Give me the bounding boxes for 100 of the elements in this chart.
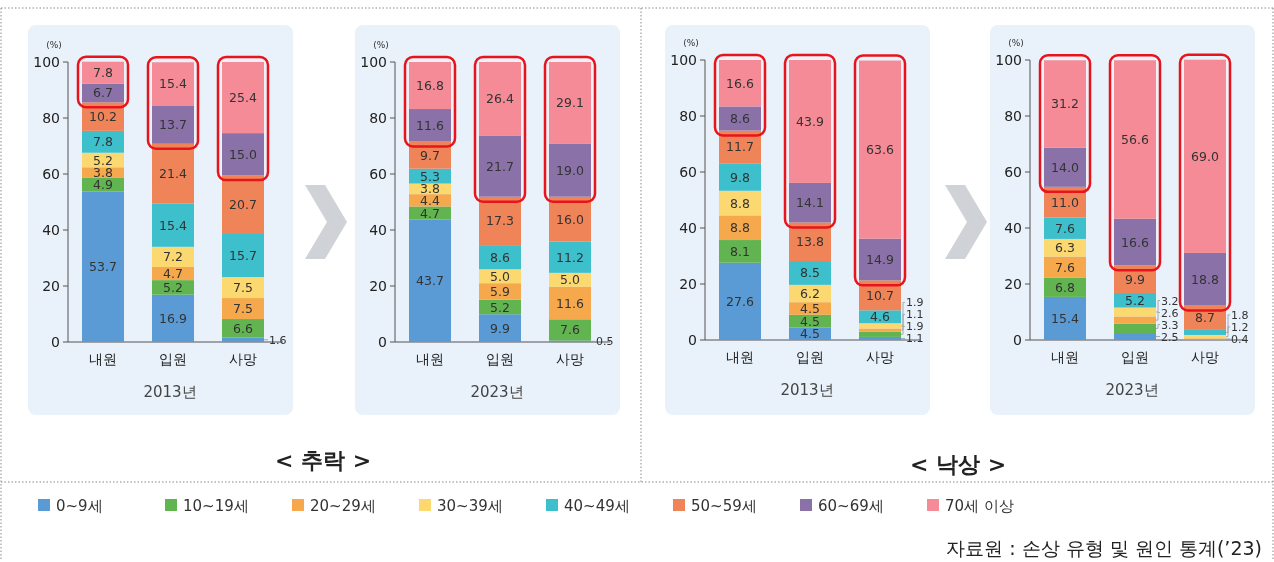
y-tick-label: 60 — [679, 164, 697, 180]
y-tick-label: 40 — [42, 222, 60, 238]
x-axis-title: 2023년 — [470, 383, 524, 401]
data-label: 8.7 — [1195, 310, 1215, 326]
x-tick-label: 사망 — [866, 349, 894, 365]
data-label: 26.4 — [486, 91, 514, 107]
data-label: 31.2 — [1051, 96, 1079, 112]
data-label: 14.1 — [796, 195, 824, 211]
text: < 추락 > — [274, 448, 372, 473]
data-label: 21.7 — [486, 158, 514, 174]
data-label: 6.6 — [233, 320, 253, 336]
data-label: 4.5 — [800, 326, 820, 342]
data-label: 5.3 — [420, 168, 440, 184]
data-label: 1.1 — [906, 332, 924, 346]
data-label: 7.6 — [1055, 220, 1075, 236]
data-label: 2.6 — [1161, 306, 1179, 320]
data-label: 0.5 — [596, 335, 614, 349]
x-tick-label: 사망 — [1191, 349, 1219, 365]
data-label: 1.8 — [1231, 308, 1249, 322]
data-label: 6.7 — [93, 85, 113, 101]
y-tick-label: 60 — [369, 166, 387, 182]
data-label: 16.6 — [726, 75, 754, 91]
data-label: 21.4 — [159, 166, 187, 182]
y-tick-label: 100 — [360, 54, 387, 70]
data-label: 1.9 — [906, 296, 924, 310]
text: < 낙상 > — [909, 452, 1007, 477]
data-label: 19.0 — [556, 162, 584, 178]
y-tick-label: 0 — [1013, 332, 1022, 348]
data-label: 5.9 — [490, 283, 510, 299]
data-label: 15.4 — [159, 76, 187, 92]
data-label: 5.0 — [560, 272, 580, 288]
data-label: 6.2 — [800, 286, 820, 302]
y-tick-label: 20 — [369, 278, 387, 294]
y-axis-title: (%) — [683, 38, 699, 48]
data-label: 43.9 — [796, 113, 824, 129]
y-tick-label: 60 — [42, 166, 60, 182]
legend-label: 60~69세 — [818, 497, 884, 515]
data-label: 8.8 — [730, 220, 750, 236]
data-label: 14.0 — [1051, 159, 1079, 175]
data-label: 56.6 — [1121, 132, 1149, 148]
data-label: 11.0 — [1051, 194, 1079, 210]
data-label: 5.2 — [93, 152, 113, 168]
data-label: 8.6 — [490, 249, 510, 265]
data-label: 11.6 — [556, 295, 584, 311]
data-label: 0.4 — [1231, 332, 1249, 346]
legend-label: 20~29세 — [310, 497, 376, 515]
x-tick-label: 내원 — [416, 351, 444, 367]
y-axis-title: (%) — [46, 40, 62, 50]
data-label: 7.6 — [1055, 259, 1075, 275]
data-label: 43.7 — [416, 273, 444, 289]
y-tick-label: 40 — [369, 222, 387, 238]
data-label: 4.5 — [800, 313, 820, 329]
data-label: 20.7 — [229, 196, 257, 212]
data-label: 4.7 — [163, 266, 183, 282]
y-axis-title: (%) — [373, 40, 389, 50]
data-label: 11.6 — [416, 117, 444, 133]
x-tick-label: 입원 — [1121, 349, 1149, 365]
data-label: 6.3 — [1055, 240, 1075, 256]
data-label: 63.6 — [866, 142, 894, 158]
data-label: 7.2 — [163, 249, 183, 265]
x-axis-title: 2023년 — [1105, 381, 1159, 399]
x-tick-label: 내원 — [1051, 349, 1079, 365]
text: 자료원 : 손상 유형 및 원인 통계(’23) — [946, 537, 1262, 559]
data-label: 4.5 — [800, 301, 820, 316]
x-tick-label: 입원 — [796, 349, 824, 365]
x-axis-title: 2013년 — [780, 381, 834, 399]
data-label: 16.9 — [159, 310, 187, 326]
data-label: 15.0 — [229, 146, 257, 162]
y-tick-label: 60 — [1004, 164, 1022, 180]
y-tick-label: 100 — [670, 52, 697, 68]
data-label: 1.6 — [269, 333, 287, 347]
y-tick-label: 100 — [995, 52, 1022, 68]
data-label: 16.0 — [556, 211, 584, 227]
data-label: 11.7 — [726, 139, 754, 155]
data-label: 9.9 — [490, 320, 510, 336]
data-label: 3.3 — [1161, 318, 1179, 332]
x-tick-label: 사망 — [556, 351, 584, 367]
data-label: 3.2 — [1161, 294, 1179, 308]
data-label: 15.7 — [229, 247, 257, 263]
data-label: 4.7 — [420, 205, 440, 221]
y-tick-label: 20 — [679, 276, 697, 292]
data-label: 69.0 — [1191, 148, 1219, 164]
data-label: 27.6 — [726, 293, 754, 309]
data-label: 11.2 — [556, 249, 584, 265]
data-label: 7.6 — [560, 322, 580, 338]
data-label: 7.8 — [93, 134, 113, 150]
data-label: 8.8 — [730, 195, 750, 211]
x-tick-label: 입원 — [159, 351, 187, 367]
legend-label: 30~39세 — [437, 497, 503, 515]
data-label: 6.8 — [1055, 279, 1075, 295]
data-label: 53.7 — [89, 259, 117, 275]
data-label: 1.1 — [906, 308, 924, 322]
y-tick-label: 0 — [378, 334, 387, 350]
x-tick-label: 사망 — [229, 351, 257, 367]
data-label: 9.7 — [420, 147, 440, 163]
data-label: 5.2 — [163, 279, 183, 295]
data-label: 17.3 — [486, 213, 514, 229]
data-label: 5.2 — [490, 299, 510, 315]
x-tick-label: 내원 — [89, 351, 117, 367]
data-label: 8.1 — [730, 243, 750, 259]
